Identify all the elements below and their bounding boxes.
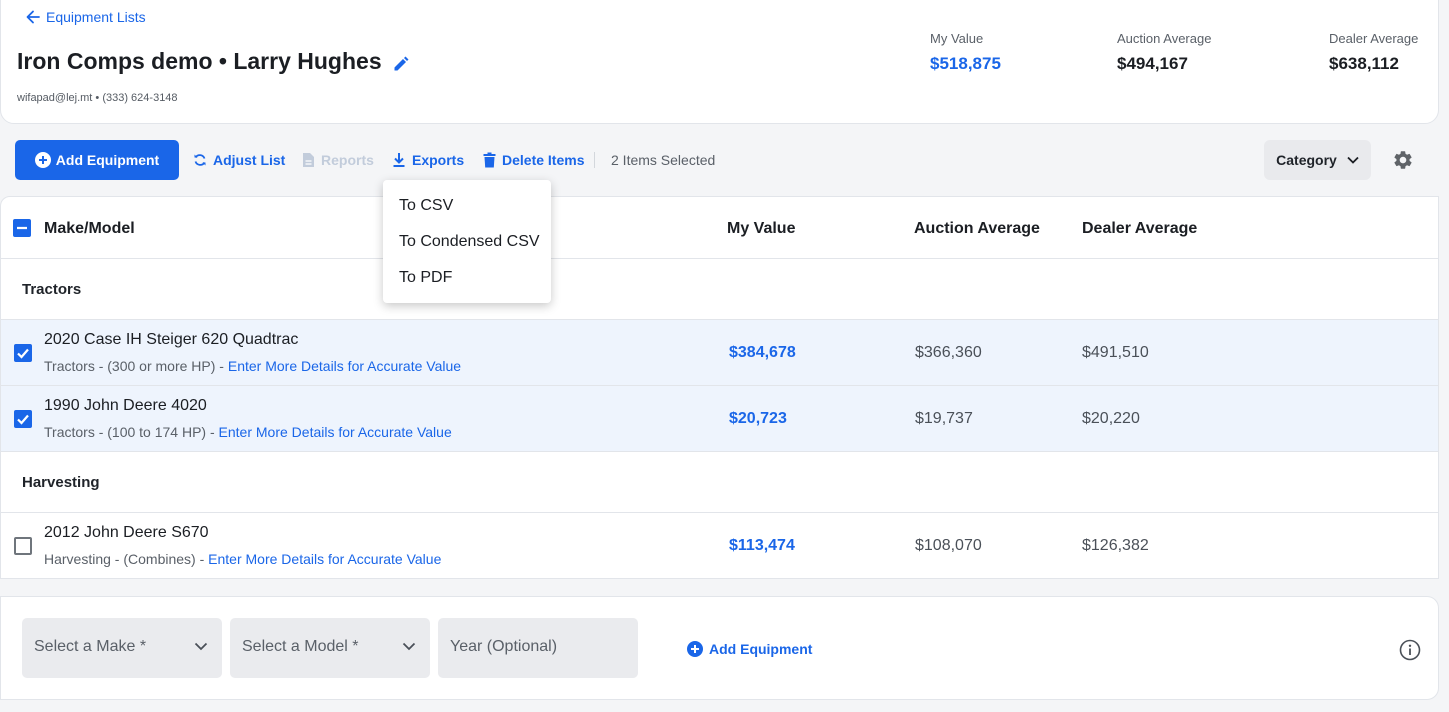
menu-item-to-pdf[interactable]: To PDF [399, 269, 453, 286]
adjust-list-button[interactable]: Adjust List [193, 140, 285, 180]
item-subtitle: Tractors - (300 or more HP) - Enter More… [44, 358, 461, 374]
reports-label: Reports [321, 152, 374, 168]
delete-items-button[interactable]: Delete Items [483, 140, 584, 180]
page-title: Iron Comps demo • Larry Hughes [17, 48, 410, 75]
chevron-down-icon [1347, 156, 1359, 164]
summary-dealer-label: Dealer Average [1329, 31, 1419, 46]
category-label: Category [1276, 152, 1337, 168]
add-equipment-button[interactable]: Add Equipment [15, 140, 179, 180]
make-select[interactable]: Select a Make * [22, 618, 222, 678]
item-separator: - [195, 551, 209, 567]
summary-my-value: My Value $518,875 [930, 31, 1001, 74]
year-input[interactable]: Year (Optional) [438, 618, 638, 678]
page-title-text: Iron Comps demo • Larry Hughes [17, 48, 382, 74]
plus-circle-icon [34, 152, 51, 168]
item-category: Tractors - (300 or more HP) [44, 358, 216, 374]
item-title: 1990 John Deere 4020 [44, 397, 207, 414]
toolbar-divider [594, 152, 595, 168]
info-icon[interactable] [1399, 639, 1421, 661]
back-link-label: Equipment Lists [46, 9, 146, 25]
row-checkbox[interactable] [14, 410, 32, 428]
selected-count: 2 Items Selected [611, 152, 716, 168]
item-subtitle: Harvesting - (Combines) - Enter More Det… [44, 551, 441, 567]
item-category: Tractors - (100 to 174 HP) [44, 424, 207, 440]
chevron-down-icon [402, 642, 416, 651]
auction-average-cell: $19,737 [915, 410, 973, 427]
chevron-down-icon [194, 642, 208, 651]
summary-auction-label: Auction Average [1117, 31, 1212, 46]
item-title: 2012 John Deere S670 [44, 524, 209, 541]
exports-label: Exports [412, 152, 465, 168]
refresh-icon [193, 152, 207, 168]
year-input-placeholder: Year (Optional) [450, 638, 558, 655]
adjust-list-label: Adjust List [213, 152, 286, 168]
table-header: Make/Model My Value Auction Average Deal… [1, 197, 1438, 259]
equipment-table: Make/Model My Value Auction Average Deal… [0, 196, 1439, 579]
table-row[interactable]: 2012 John Deere S670 Harvesting - (Combi… [1, 513, 1438, 578]
my-value-cell[interactable]: $113,474 [729, 537, 795, 554]
column-dealer-average[interactable]: Dealer Average [1082, 220, 1198, 237]
reports-button[interactable]: Reports [302, 140, 374, 180]
download-icon [392, 152, 406, 168]
model-select[interactable]: Select a Model * [230, 618, 430, 678]
item-separator: - [215, 358, 228, 374]
delete-items-label: Delete Items [502, 152, 585, 168]
table-row[interactable]: 2020 Case IH Steiger 620 Quadtrac Tracto… [1, 320, 1438, 386]
auction-average-cell: $108,070 [915, 537, 982, 554]
add-equipment-link[interactable]: Add Equipment [687, 641, 812, 657]
summary-dealer-average: Dealer Average $638,112 [1329, 31, 1418, 74]
my-value-cell[interactable]: $20,723 [729, 410, 787, 427]
dealer-average-cell: $20,220 [1082, 410, 1140, 427]
summary-my-value-label: My Value [930, 31, 984, 46]
pencil-icon[interactable] [392, 55, 410, 73]
category-dropdown[interactable]: Category [1264, 140, 1371, 180]
group-name: Tractors [22, 281, 82, 298]
menu-item-to-csv[interactable]: To CSV [399, 197, 454, 214]
add-equipment-bar: Select a Make * Select a Model * Year (O… [0, 596, 1439, 700]
group-header-harvesting: Harvesting [1, 452, 1438, 513]
dealer-average-cell: $491,510 [1082, 344, 1149, 361]
gear-icon[interactable] [1392, 149, 1414, 171]
toolbar: Add Equipment Adjust List Reports Export… [0, 140, 1449, 180]
menu-item-to-condensed-csv[interactable]: To Condensed CSV [399, 233, 540, 250]
add-equipment-label: Add Equipment [55, 152, 160, 168]
item-category: Harvesting - (Combines) [44, 551, 196, 567]
item-subtitle: Tractors - (100 to 174 HP) - Enter More … [44, 424, 452, 440]
dealer-average-cell: $126,382 [1082, 537, 1149, 554]
item-separator: - [206, 424, 219, 440]
summary-dealer-amount: $638,112 [1329, 54, 1399, 73]
summary-auction-amount: $494,167 [1117, 54, 1188, 73]
group-header-tractors: Tractors [1, 259, 1438, 320]
column-make-model[interactable]: Make/Model [44, 220, 135, 237]
model-select-placeholder: Select a Model * [242, 638, 359, 655]
enter-details-link[interactable]: Enter More Details for Accurate Value [227, 358, 462, 374]
exports-menu: To CSV To Condensed CSV To PDF [383, 180, 551, 303]
select-all-checkbox[interactable] [13, 219, 31, 237]
summary-auction-average: Auction Average $494,167 [1117, 31, 1211, 74]
trash-icon [483, 152, 496, 168]
enter-details-link[interactable]: Enter More Details for Accurate Value [218, 424, 452, 440]
make-select-placeholder: Select a Make * [34, 638, 147, 655]
contact-info: wifapad@lej.mt • (333) 624-3148 [17, 92, 178, 104]
column-my-value[interactable]: My Value [727, 220, 796, 237]
group-name: Harvesting [22, 474, 100, 491]
arrow-left-icon [26, 10, 40, 24]
document-icon [302, 152, 315, 168]
auction-average-cell: $366,360 [915, 344, 982, 361]
row-checkbox[interactable] [14, 537, 32, 555]
add-equipment-link-label: Add Equipment [709, 641, 813, 657]
row-checkbox[interactable] [14, 344, 32, 362]
plus-circle-icon [687, 641, 703, 657]
exports-button[interactable]: Exports [392, 140, 464, 180]
column-auction-average[interactable]: Auction Average [914, 220, 1040, 237]
my-value-cell[interactable]: $384,678 [729, 344, 796, 361]
summary-my-value-amount: $518,875 [930, 54, 1001, 73]
table-row[interactable]: 1990 John Deere 4020 Tractors - (100 to … [1, 386, 1438, 452]
back-link[interactable]: Equipment Lists [26, 9, 146, 25]
enter-details-link[interactable]: Enter More Details for Accurate Value [208, 551, 442, 567]
list-header: Equipment Lists Iron Comps demo • Larry … [0, 0, 1439, 124]
item-title: 2020 Case IH Steiger 620 Quadtrac [44, 331, 299, 348]
